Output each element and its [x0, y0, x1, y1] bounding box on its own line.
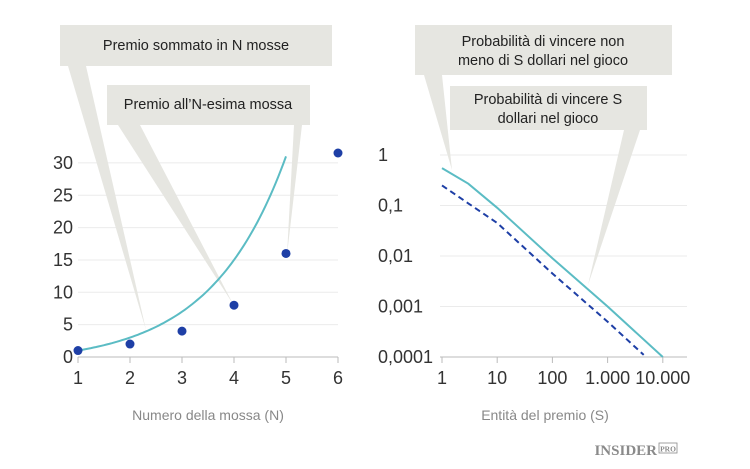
insider-pro-logo: INSIDER PRO — [594, 442, 678, 459]
y-tick-label: 0,1 — [378, 196, 403, 216]
prize-point — [333, 148, 343, 158]
prize-point — [281, 248, 291, 258]
callout-nth-text: Premio all’N-esima mossa — [124, 97, 293, 113]
x-tick-label: 1 — [437, 368, 447, 388]
svg-text:INSIDER: INSIDER — [594, 443, 657, 459]
y-tick-label: 0,01 — [378, 246, 413, 266]
callout-exact-line2: dollari nel gioco — [498, 111, 599, 127]
callout-pointer-nth-2 — [287, 125, 302, 255]
y-tick-label: 10 — [53, 282, 73, 302]
y-tick-label: 25 — [53, 185, 73, 205]
callout-pointer-cumulative — [424, 75, 452, 170]
y-tick-label: 20 — [53, 218, 73, 238]
callout-pointer-sum — [68, 66, 146, 330]
y-tick-label: 0,0001 — [378, 347, 433, 367]
y-tick-label: 15 — [53, 250, 73, 270]
svg-text:PRO: PRO — [660, 445, 676, 454]
callout-sum-text: Premio sommato in N mosse — [103, 38, 289, 54]
x-tick-label: 100 — [537, 368, 567, 388]
x-tick-label: 1 — [73, 368, 83, 388]
x-tick-label: 10.000 — [635, 368, 690, 388]
chart-left: 0 5 10 15 20 25 30 1 2 3 4 5 6 Premio sommato in N m… — [53, 25, 343, 423]
y-tick-label: 5 — [63, 315, 73, 335]
x-tick-label: 3 — [177, 368, 187, 388]
prize-point — [229, 300, 239, 310]
sum-prize-curve — [77, 156, 287, 352]
prize-point — [177, 326, 187, 336]
prize-point — [73, 346, 83, 356]
x-tick-label: 10 — [487, 368, 507, 388]
left-callouts: Premio sommato in N mosse Premio all’N-e… — [60, 25, 332, 330]
y-tick-label: 0 — [63, 347, 73, 367]
callout-exact-line1: Probabilità di vincere S — [474, 92, 622, 108]
y-tick-label: 0,001 — [378, 297, 423, 317]
x-tick-label: 6 — [333, 368, 343, 388]
callout-box-cumulative — [415, 25, 672, 75]
right-callouts: Probabilità di vincere non meno di S dol… — [415, 25, 672, 285]
x-tick-label: 4 — [229, 368, 239, 388]
y-tick-label: 1 — [378, 145, 388, 165]
prize-point — [125, 339, 135, 349]
callout-box-sum — [60, 25, 332, 66]
x-tick-label: 5 — [281, 368, 291, 388]
callout-box-nth — [107, 85, 310, 125]
callout-box-exact — [450, 86, 647, 130]
callout-pointer-nth-1 — [118, 125, 233, 304]
callout-pointer-exact — [588, 130, 640, 285]
y-tick-label: 30 — [53, 153, 73, 173]
callout-cumulative-line1: Probabilità di vincere non — [462, 34, 625, 50]
x-axis-label-right: Entità del premio (S) — [481, 407, 609, 423]
cumulative-probability-line — [441, 167, 664, 358]
x-tick-label: 1.000 — [585, 368, 630, 388]
callout-cumulative-line2: meno di S dollari nel gioco — [458, 53, 628, 69]
x-tick-label: 2 — [125, 368, 135, 388]
x-axis-label-left: Numero della mossa (N) — [132, 407, 284, 423]
exact-probability-line — [441, 184, 645, 356]
